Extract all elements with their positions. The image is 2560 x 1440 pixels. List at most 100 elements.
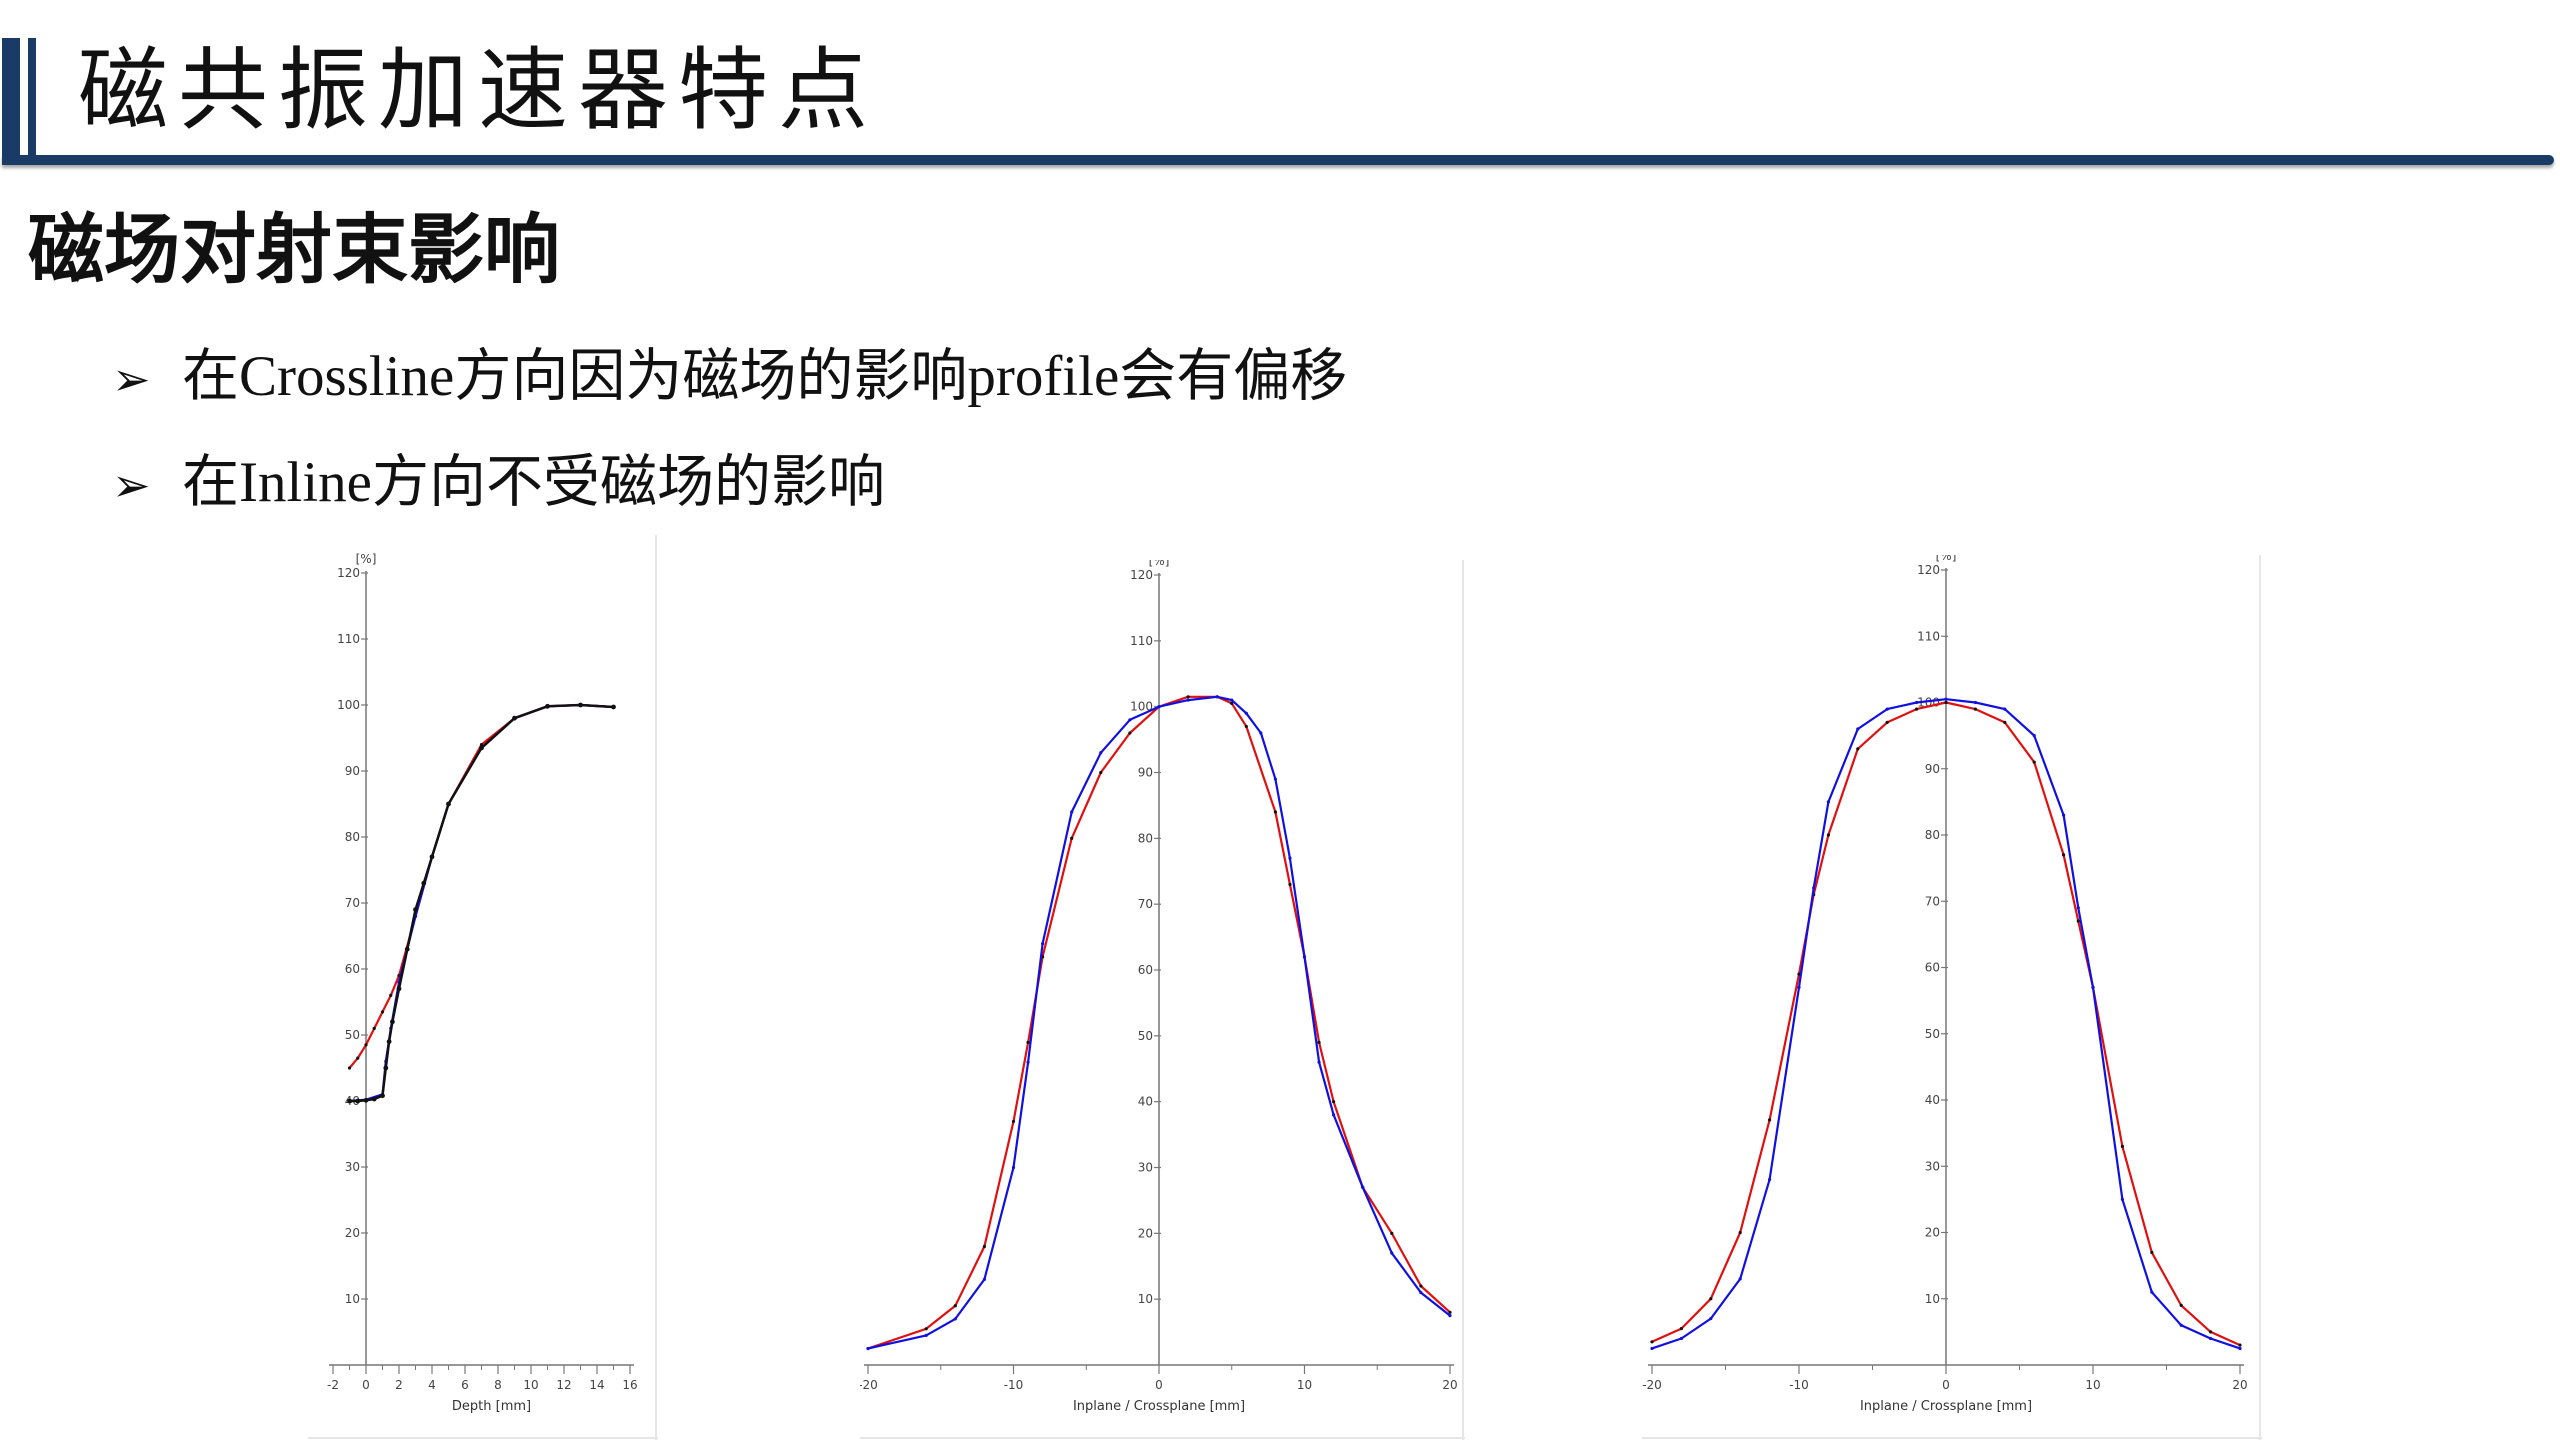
data-point bbox=[1856, 727, 1860, 731]
data-point bbox=[1812, 886, 1816, 890]
y-tick-label: 70 bbox=[1925, 894, 1940, 908]
y-tick-label: 20 bbox=[345, 1226, 360, 1240]
data-point bbox=[1273, 810, 1277, 814]
series-line bbox=[348, 703, 614, 1069]
data-point bbox=[2179, 1303, 2183, 1307]
y-tick-label: 40 bbox=[1925, 1093, 1940, 1107]
y-unit-label: [%] bbox=[356, 552, 377, 566]
data-point bbox=[1070, 836, 1074, 840]
x-tick-label: 10 bbox=[1297, 1378, 1312, 1392]
x-axis-label: Inplane / Crossplane [mm] bbox=[1860, 1399, 2032, 1414]
bullet-text: 在Inline方向不受磁场的影响 bbox=[182, 451, 885, 514]
x-tick-label: 16 bbox=[622, 1378, 637, 1392]
y-tick-label: 30 bbox=[1925, 1159, 1940, 1173]
data-point bbox=[2032, 760, 2036, 764]
arrow-bullet-icon: ➢ bbox=[112, 458, 151, 512]
y-tick-label: 30 bbox=[1138, 1161, 1153, 1175]
data-point bbox=[1679, 1336, 1683, 1341]
data-point bbox=[2062, 813, 2066, 817]
data-point bbox=[1390, 1231, 1394, 1235]
data-point bbox=[1915, 700, 1919, 705]
data-point bbox=[2150, 1250, 2154, 1254]
data-point bbox=[2238, 1343, 2242, 1347]
data-point bbox=[2120, 1197, 2124, 1201]
data-point bbox=[446, 801, 451, 807]
data-point bbox=[1041, 942, 1045, 946]
y-tick-label: 50 bbox=[1138, 1029, 1153, 1043]
x-tick-label: 10 bbox=[523, 1378, 538, 1392]
data-point bbox=[1259, 731, 1263, 735]
x-tick-label: 6 bbox=[461, 1378, 469, 1392]
data-point bbox=[2076, 919, 2080, 923]
data-point bbox=[982, 1244, 986, 1249]
data-point bbox=[1768, 1177, 1772, 1182]
data-point bbox=[866, 1346, 870, 1351]
y-tick-label: 60 bbox=[1138, 963, 1153, 977]
x-tick-label: 8 bbox=[494, 1378, 502, 1392]
x-tick-label: -2 bbox=[327, 1378, 339, 1392]
data-point bbox=[479, 745, 484, 751]
x-tick-label: -20 bbox=[1642, 1378, 1662, 1392]
data-point bbox=[1244, 724, 1248, 729]
data-point bbox=[372, 1026, 376, 1030]
y-tick-label: 10 bbox=[345, 1292, 360, 1306]
data-point bbox=[1332, 1113, 1336, 1117]
y-tick-label: 10 bbox=[1925, 1292, 1940, 1306]
x-axis-label: Depth [mm] bbox=[452, 1399, 531, 1414]
y-tick-label: 90 bbox=[1138, 766, 1153, 780]
data-point bbox=[982, 1277, 986, 1282]
y-tick-label: 90 bbox=[345, 764, 360, 778]
data-point bbox=[2150, 1290, 2154, 1294]
data-point bbox=[1288, 882, 1292, 887]
data-point bbox=[355, 1098, 361, 1104]
data-point bbox=[1288, 856, 1292, 860]
y-tick-label: 110 bbox=[1917, 629, 1940, 643]
y-tick-label: 50 bbox=[1925, 1027, 1940, 1041]
data-point bbox=[404, 946, 410, 952]
data-point bbox=[1915, 707, 1919, 711]
data-point bbox=[1973, 707, 1977, 711]
y-unit-label: [%] bbox=[1936, 555, 1957, 563]
y-tick-label: 60 bbox=[345, 962, 360, 976]
x-tick-label: 2 bbox=[395, 1378, 403, 1392]
data-point bbox=[363, 1097, 369, 1103]
data-point bbox=[1215, 695, 1219, 699]
data-point bbox=[1026, 1040, 1030, 1045]
x-tick-label: 10 bbox=[2085, 1378, 2100, 1392]
bullet-text: 在Crossline方向因为磁场的影响profile会有偏移 bbox=[182, 345, 1348, 408]
x-tick-label: 0 bbox=[1942, 1378, 1950, 1392]
y-tick-label: 40 bbox=[1138, 1095, 1153, 1109]
data-point bbox=[1099, 751, 1103, 755]
data-point bbox=[1709, 1317, 1713, 1321]
y-tick-label: 110 bbox=[1130, 634, 1153, 648]
data-point bbox=[1128, 731, 1132, 735]
data-point bbox=[2062, 853, 2066, 857]
section-heading: 磁场对射束影响 bbox=[28, 205, 560, 294]
data-point bbox=[421, 880, 427, 886]
data-point bbox=[512, 715, 517, 721]
data-point bbox=[356, 1056, 360, 1060]
data-point bbox=[1738, 1230, 1742, 1235]
y-tick-label: 80 bbox=[1138, 831, 1153, 845]
data-point bbox=[1011, 1165, 1016, 1170]
data-point bbox=[347, 1066, 352, 1070]
slide-title: 磁共振加速器特点 bbox=[78, 38, 878, 143]
data-point bbox=[545, 703, 550, 709]
data-point bbox=[924, 1327, 928, 1331]
arrow-bullet-icon: ➢ bbox=[112, 352, 151, 406]
data-point bbox=[2076, 906, 2080, 910]
data-point bbox=[1738, 1277, 1742, 1281]
data-point bbox=[390, 1019, 395, 1025]
data-point bbox=[1317, 1040, 1321, 1045]
data-point bbox=[1128, 718, 1132, 722]
data-point bbox=[2179, 1323, 2183, 1327]
data-point bbox=[1026, 1060, 1030, 1064]
data-point bbox=[924, 1333, 928, 1337]
data-point bbox=[1826, 833, 1830, 837]
data-point bbox=[1856, 747, 1860, 751]
x-tick-label: 12 bbox=[556, 1378, 571, 1392]
data-point bbox=[1679, 1326, 1683, 1331]
data-point bbox=[383, 1065, 389, 1071]
